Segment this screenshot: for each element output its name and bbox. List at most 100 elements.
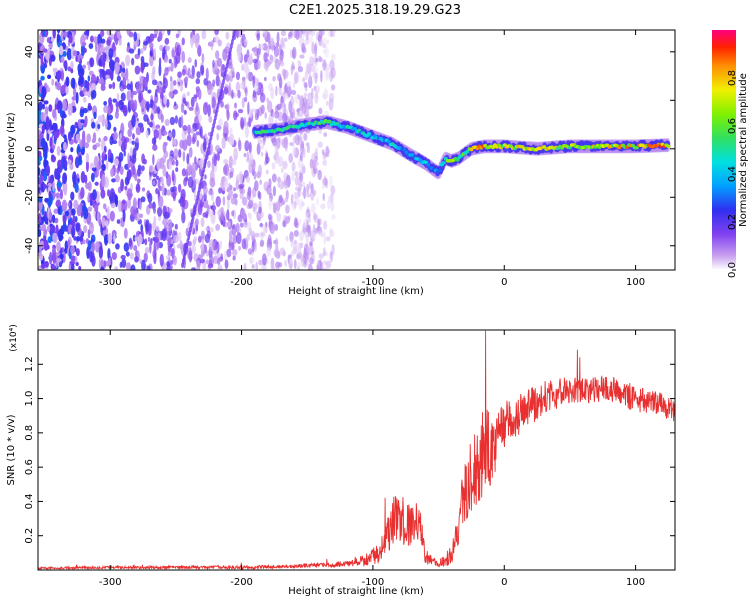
spectrogram-cell bbox=[167, 219, 173, 232]
spectrogram-cell bbox=[325, 236, 331, 242]
spectrogram-cell bbox=[277, 73, 282, 82]
spectrogram-cell bbox=[241, 238, 247, 250]
spectrogram-cell bbox=[309, 158, 314, 169]
spectrogram-cell bbox=[208, 239, 215, 252]
spectrogram-cell bbox=[58, 45, 64, 56]
spectrogram-cell bbox=[149, 42, 154, 50]
spectrogram-cell bbox=[269, 221, 276, 235]
spectrogram-cell bbox=[288, 100, 292, 114]
spectrogram-cell bbox=[309, 56, 315, 67]
spectrogram-cell bbox=[212, 59, 215, 69]
spectrogram-cell bbox=[264, 112, 268, 119]
spectrogram-cell bbox=[166, 260, 170, 267]
spectrogram-cell bbox=[176, 243, 181, 249]
spectrogram-cell bbox=[276, 137, 281, 150]
spectrogram-cell bbox=[268, 178, 272, 188]
spectrogram-cell bbox=[128, 137, 132, 144]
spectrogram-cell bbox=[248, 199, 254, 209]
x-tick-label: -200 bbox=[230, 577, 253, 588]
spectrogram-cell bbox=[160, 176, 164, 186]
spectrogram-cell bbox=[188, 147, 193, 158]
spectrogram-cell bbox=[159, 253, 164, 267]
spectrogram-cell bbox=[179, 139, 184, 149]
spectrogram-cell bbox=[116, 75, 121, 82]
spectrogram-cell bbox=[218, 80, 222, 89]
spectrogram-cell bbox=[322, 247, 326, 257]
spectrogram-cell bbox=[249, 256, 254, 265]
spectrogram-cell bbox=[52, 232, 58, 243]
spectrogram-cell bbox=[48, 42, 53, 49]
y-tick-label: 0 bbox=[24, 146, 35, 152]
spectrogram-cell bbox=[329, 30, 333, 38]
spectrogram-cell bbox=[45, 116, 50, 129]
spectrogram-cell bbox=[246, 233, 251, 242]
spectrogram-cell bbox=[141, 187, 146, 192]
spectrogram-cell bbox=[158, 63, 162, 77]
spectrogram-cell bbox=[128, 48, 135, 54]
spectrogram-cell bbox=[74, 182, 79, 194]
spectrogram-cell bbox=[220, 101, 224, 108]
spectrogram-y-label: Frequency (Hz) bbox=[6, 112, 17, 188]
spectrogram-cell bbox=[70, 191, 75, 201]
spectrogram-cell bbox=[83, 47, 87, 54]
colorbar-tick-label: 0.0 bbox=[727, 262, 738, 278]
spectrogram-cell bbox=[304, 70, 308, 81]
spectrogram-cell bbox=[223, 177, 228, 188]
spectrogram-cell bbox=[307, 263, 313, 270]
spectrogram-cell bbox=[85, 182, 91, 190]
spectrogram-cell bbox=[123, 227, 128, 239]
spectrogram-cell bbox=[43, 183, 47, 190]
spectrogram-cell bbox=[323, 36, 327, 45]
spectrogram-cell bbox=[172, 255, 177, 266]
spectrogram-cell bbox=[158, 31, 163, 42]
spectrogram-cell bbox=[180, 115, 184, 128]
spectrogram-cell bbox=[152, 154, 155, 166]
spectrogram-cell bbox=[172, 80, 177, 86]
spectrogram-cell bbox=[186, 162, 193, 174]
spectrogram-cell bbox=[70, 255, 76, 263]
spectrogram-cell bbox=[293, 200, 297, 209]
spectrogram-cell bbox=[205, 259, 209, 265]
spectrogram-cell bbox=[236, 232, 242, 245]
spectrogram-cell bbox=[324, 68, 330, 82]
spectrogram-cell bbox=[66, 48, 72, 61]
spectrogram-cell bbox=[77, 177, 80, 183]
spectrogram-cell bbox=[202, 185, 208, 196]
spectrogram-cell bbox=[201, 53, 205, 64]
spectrogram-cell bbox=[235, 179, 239, 191]
spectrogram-cell bbox=[283, 37, 288, 43]
spectrogram-cell bbox=[229, 171, 234, 178]
spectrogram-cell bbox=[235, 71, 241, 81]
spectrogram-cell bbox=[280, 30, 287, 37]
y-tick-label: -20 bbox=[24, 189, 35, 205]
spectrogram-cell bbox=[71, 226, 76, 238]
spectrogram-cell bbox=[186, 134, 192, 147]
spectrogram-cell bbox=[123, 149, 126, 157]
spectrogram-frame bbox=[37, 29, 676, 271]
spectrogram-cell bbox=[123, 242, 130, 252]
spectrogram-cell bbox=[253, 170, 257, 180]
spectrogram-cell bbox=[200, 64, 204, 75]
spectrogram-cell bbox=[232, 249, 238, 256]
spectrogram-cell bbox=[240, 208, 246, 220]
spectrogram-cell bbox=[324, 153, 330, 158]
spectrogram-cell bbox=[103, 145, 107, 153]
spectrogram-cell bbox=[197, 88, 202, 100]
spectrogram-cell bbox=[181, 37, 185, 46]
spectrogram-cell bbox=[426, 162, 431, 167]
spectrogram-cell bbox=[38, 104, 41, 112]
spectrogram-cell bbox=[187, 176, 194, 189]
spectrogram-cell bbox=[47, 38, 51, 44]
spectrogram-cell bbox=[228, 155, 233, 169]
spectrogram-cell bbox=[167, 237, 171, 245]
spectrogram-cell bbox=[320, 69, 323, 83]
spectrogram-cell bbox=[56, 241, 61, 252]
spectrogram-cell bbox=[166, 189, 171, 196]
colorbar-tick-label: 0.6 bbox=[727, 118, 738, 134]
spectrogram-cell bbox=[279, 247, 286, 256]
spectrogram-cell bbox=[283, 69, 289, 79]
spectrogram-cell bbox=[120, 92, 126, 102]
spectrogram-cell bbox=[325, 100, 329, 106]
spectrogram-cell bbox=[303, 30, 307, 37]
spectrogram-cell bbox=[238, 183, 245, 189]
